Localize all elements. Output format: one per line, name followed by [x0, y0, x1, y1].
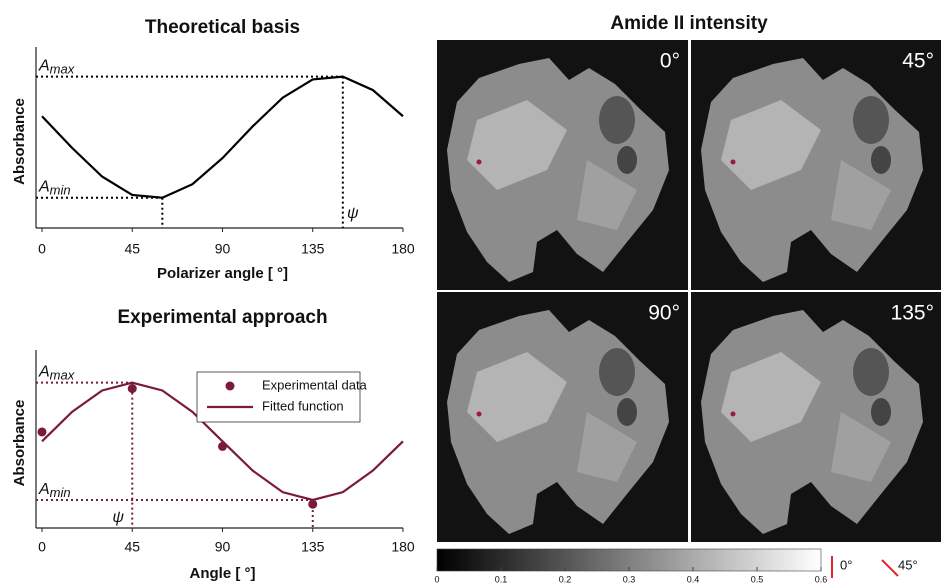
colorbar-tick-label: 0.6	[815, 574, 828, 584]
curve	[42, 77, 403, 198]
annotation-phase: ψ	[112, 509, 124, 526]
image-panels	[437, 40, 941, 542]
colorbar-tick-label: 0.5	[751, 574, 764, 584]
x-tick-label: 90	[215, 241, 231, 257]
x-tick-label: 45	[124, 539, 140, 555]
legend-label: Fitted function	[262, 398, 344, 413]
annotation-phase: ψ	[347, 205, 359, 222]
annotation-sub: min	[50, 485, 71, 500]
colorbar-tick-label: 0.2	[559, 574, 572, 584]
image-135	[691, 292, 941, 542]
figure: Theoretical basis Polarizer angle [ °] Abs…	[0, 0, 941, 584]
page: {"chart_data": [ {"type": "line", "title…	[0, 0, 941, 584]
panel-label: 135°	[891, 302, 934, 325]
panel-label: 0°	[660, 50, 680, 73]
annotation-amax: Amax	[38, 58, 75, 77]
annotation-base: A	[38, 179, 50, 196]
chart-title: Theoretical basis	[145, 17, 300, 38]
colorbar-tick-label: 0.1	[495, 574, 508, 584]
panel-label: 90°	[648, 302, 680, 325]
annotation-base: A	[38, 58, 50, 75]
annotation-amin: Amin	[38, 179, 71, 198]
data-point	[128, 384, 137, 393]
x-tick-label: 0	[38, 539, 46, 555]
annotation-sub: max	[50, 368, 75, 383]
annotation-sub: max	[50, 62, 75, 77]
colorbar-tick-label: 0.3	[623, 574, 636, 584]
y-axis-label: Absorbance	[11, 98, 28, 185]
data-point	[38, 427, 47, 436]
x-tick-label: 180	[391, 539, 415, 555]
image-0	[437, 40, 688, 290]
x-axis-label: Polarizer angle [ °]	[157, 265, 288, 282]
chart-title: Amide II intensity	[610, 13, 768, 34]
legend-mark-45	[882, 560, 898, 576]
x-axis-label: Angle [ °]	[190, 565, 256, 582]
image-90	[437, 292, 688, 542]
legend-label: Experimental data	[262, 377, 368, 392]
panel-label: 45°	[902, 50, 934, 73]
annotation-base: A	[38, 364, 50, 381]
x-tick-label: 45	[124, 241, 140, 257]
legend-label: 0°	[840, 557, 852, 572]
chart-title: Experimental approach	[117, 307, 327, 328]
legend-marker	[226, 382, 235, 391]
x-tick-label: 90	[215, 539, 231, 555]
colorbar-tick-label: 0	[434, 574, 439, 584]
image-45	[691, 40, 941, 290]
x-tick-label: 135	[301, 241, 325, 257]
x-tick-label: 180	[391, 241, 415, 257]
annotation-base: A	[38, 481, 50, 498]
y-axis-label: Absorbance	[11, 400, 28, 487]
colorbar-tick-label: 0.4	[687, 574, 700, 584]
x-tick-label: 135	[301, 539, 325, 555]
annotation-sub: min	[50, 183, 71, 198]
legend-label: 45°	[898, 557, 918, 572]
annotation-amin: Amin	[38, 481, 71, 500]
x-tick-label: 0	[38, 241, 46, 257]
annotation-amax: Amax	[38, 364, 75, 383]
